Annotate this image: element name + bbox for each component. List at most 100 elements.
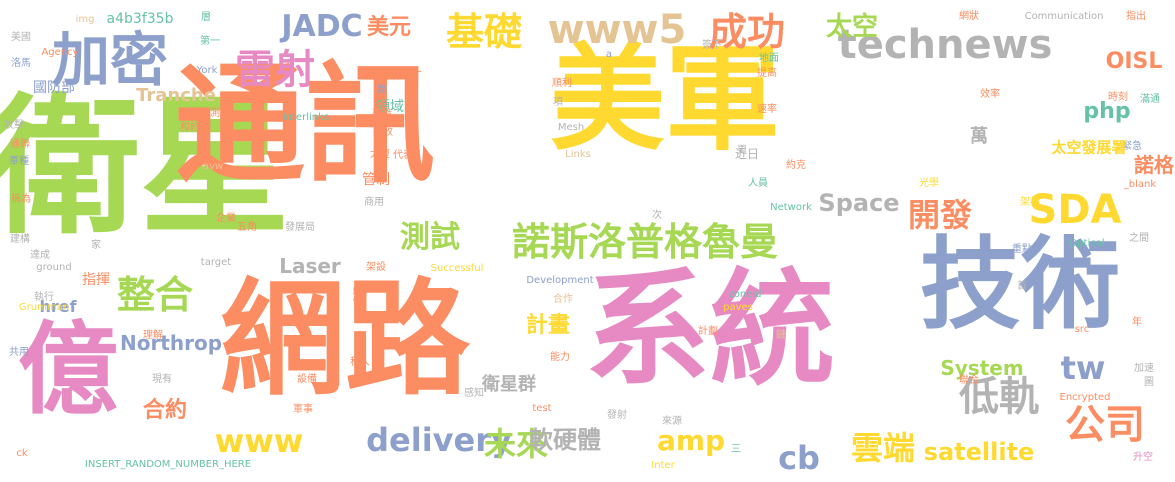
cloud-word: 執行 bbox=[34, 292, 54, 303]
cloud-word: 雲端 bbox=[850, 429, 916, 467]
cloud-word: 近日 bbox=[734, 147, 760, 161]
cloud-word: img bbox=[75, 14, 95, 25]
cloud-word: interlinks bbox=[282, 112, 330, 123]
cloud-word: Mesh bbox=[557, 122, 585, 133]
cloud-word: 來源 bbox=[662, 416, 682, 427]
cloud-word: 網路 bbox=[220, 267, 470, 413]
cloud-word: 通訊 bbox=[174, 49, 436, 201]
cloud-word: technews bbox=[837, 22, 1053, 68]
cloud-word: 成功 bbox=[708, 10, 786, 54]
cloud-word: 偵測 bbox=[200, 108, 220, 119]
cloud-word: Links bbox=[565, 149, 591, 160]
cloud-word: cb bbox=[778, 439, 820, 477]
cloud-word: JADC bbox=[281, 9, 363, 44]
cloud-word: ground bbox=[36, 262, 72, 273]
cloud-word: paves bbox=[723, 302, 753, 313]
cloud-word: SDA bbox=[1028, 187, 1122, 233]
cloud-word: 衛星群 bbox=[482, 374, 536, 395]
cloud-word: php bbox=[1083, 99, 1131, 124]
cloud-word: 軍種 bbox=[9, 156, 29, 167]
cloud-word: 開發 bbox=[907, 196, 973, 234]
cloud-word: 國防部 bbox=[33, 80, 75, 96]
cloud-word: 鏈 bbox=[776, 330, 786, 341]
cloud-word: 更 bbox=[737, 145, 747, 156]
cloud-word: 發展局 bbox=[285, 222, 315, 233]
cloud-word: 首 bbox=[1017, 281, 1027, 292]
cloud-word: zoneid bbox=[728, 289, 762, 300]
cloud-word: Inter bbox=[651, 460, 675, 471]
cloud-word: 滿通 bbox=[1140, 94, 1160, 105]
cloud-word: Agency bbox=[41, 47, 79, 58]
cloud-word: 美軍 bbox=[549, 32, 781, 167]
cloud-word: 企業 bbox=[216, 213, 236, 224]
cloud-word: Tranche bbox=[136, 85, 216, 106]
cloud-word: Communication bbox=[1024, 11, 1104, 22]
cloud-word: 接收 bbox=[373, 127, 393, 138]
cloud-word: 加密 bbox=[51, 26, 169, 94]
cloud-word: 達成 bbox=[30, 250, 50, 261]
cloud-word: 地面 bbox=[759, 53, 779, 64]
cloud-word: OISL bbox=[1105, 49, 1163, 74]
cloud-word: 設備 bbox=[297, 374, 317, 385]
cloud-word: 層 bbox=[201, 12, 211, 23]
cloud-word: 衛星 bbox=[0, 81, 291, 255]
cloud-word: 大廈 bbox=[370, 149, 390, 160]
cloud-word: 全 bbox=[408, 69, 418, 80]
cloud-word: 測試 bbox=[400, 220, 460, 255]
cloud-word: Encrypted bbox=[1059, 392, 1111, 403]
cloud-word: www bbox=[214, 422, 304, 460]
cloud-word: 計畫 bbox=[525, 313, 571, 338]
cloud-word: 洛克希德馬丁 bbox=[362, 71, 422, 82]
cloud-word: 網狀 bbox=[959, 11, 979, 22]
cloud-word: 整合 bbox=[116, 273, 194, 317]
cloud-word: Northrop bbox=[119, 331, 223, 355]
cloud-word: 太空發展署 bbox=[1051, 138, 1127, 157]
cloud-word: 效率 bbox=[980, 89, 1000, 100]
cloud-word: 私人 bbox=[350, 357, 370, 368]
cloud-word: 重點 bbox=[1012, 244, 1032, 255]
cloud-word: delivery bbox=[366, 421, 512, 459]
cloud-word: 低軌 bbox=[959, 374, 1039, 420]
cloud-word: 洛馬 bbox=[11, 58, 31, 69]
cloud-word: 系統 bbox=[585, 257, 835, 403]
cloud-word: 韌性 bbox=[350, 286, 361, 306]
cloud-word: 圖 bbox=[1144, 377, 1154, 388]
cloud-word: York bbox=[196, 65, 218, 76]
cloud-word: 時刻 bbox=[1108, 92, 1128, 103]
cloud-word: 諾格 bbox=[1134, 153, 1174, 177]
cloud-word: 管制 bbox=[362, 172, 390, 188]
cloud-word: 代表 bbox=[393, 150, 413, 161]
cloud-word: 和約克 bbox=[180, 122, 210, 133]
cloud-word: 建構 bbox=[10, 234, 30, 245]
cloud-word: 跨 bbox=[377, 85, 387, 96]
cloud-word: 緊急 bbox=[1122, 141, 1142, 152]
cloud-word: 項 bbox=[553, 97, 563, 108]
cloud-word: 軟硬體 bbox=[529, 426, 601, 454]
cloud-word: href bbox=[39, 297, 77, 316]
cloud-word: 太空 bbox=[825, 12, 879, 42]
cloud-word: avw bbox=[202, 161, 224, 172]
cloud-word: 指揮 bbox=[82, 272, 110, 288]
cloud-word: 計劃 bbox=[698, 326, 718, 337]
cloud-word: test bbox=[532, 403, 552, 414]
cloud-word: 公司 bbox=[1065, 402, 1145, 448]
cloud-word: a4b3f35b bbox=[106, 11, 174, 27]
cloud-word: 抵抗 bbox=[326, 370, 337, 390]
cloud-word: System bbox=[940, 356, 1024, 380]
cloud-word: 諾斯洛普格魯曼 bbox=[511, 220, 779, 264]
cloud-word: 指出 bbox=[1126, 11, 1146, 22]
cloud-word: 建設 bbox=[372, 109, 392, 120]
cloud-word: 簽下 bbox=[702, 40, 722, 51]
cloud-word: 光學 bbox=[919, 178, 939, 189]
cloud-word: 五角 bbox=[237, 222, 257, 233]
cloud-word: 技術 bbox=[920, 226, 1120, 343]
cloud-word: 未來 bbox=[483, 425, 549, 463]
cloud-word: 現有 bbox=[152, 374, 172, 385]
cloud-word: 加速 bbox=[1134, 363, 1154, 374]
cloud-word: Space bbox=[818, 189, 900, 217]
cloud-word: Grumman bbox=[18, 302, 70, 313]
cloud-word: 美國 bbox=[11, 32, 31, 43]
cloud-word: target bbox=[200, 257, 232, 268]
cloud-word: 順利 bbox=[552, 78, 572, 89]
